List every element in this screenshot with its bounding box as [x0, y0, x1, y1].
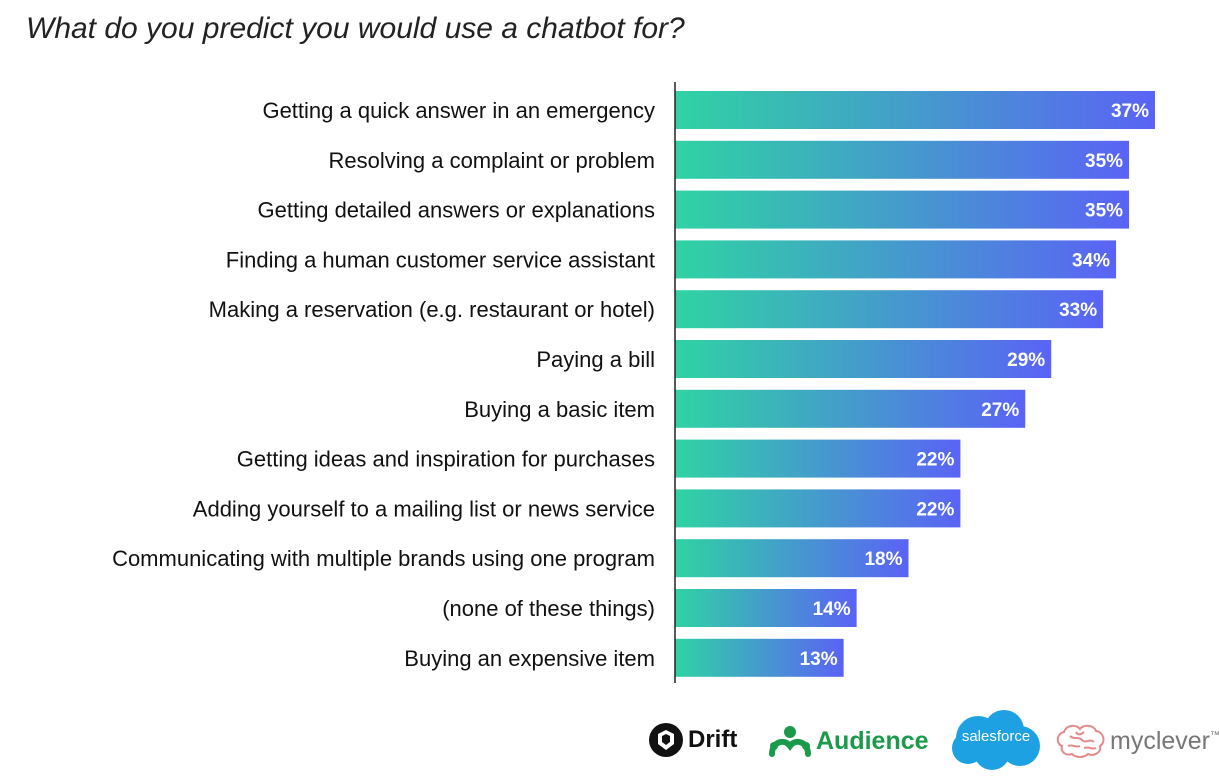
value-label: 22% — [916, 499, 954, 520]
category-label: Finding a human customer service assista… — [226, 247, 655, 272]
bar — [675, 340, 1052, 378]
chart-title: What do you predict you would use a chat… — [26, 12, 685, 45]
value-label: 13% — [800, 649, 838, 670]
value-label: 35% — [1085, 201, 1123, 222]
sponsor-logos: Drift Audience salesforce — [646, 708, 1219, 776]
value-label: 35% — [1085, 151, 1123, 172]
category-label: Getting detailed answers or explanations — [258, 198, 655, 223]
bar — [675, 140, 1130, 179]
value-label: 22% — [916, 450, 954, 471]
bar — [675, 389, 1026, 428]
drift-wordmark: Drift — [688, 726, 738, 753]
category-label: Getting a quick answer in an emergency — [262, 98, 655, 123]
value-label: 27% — [981, 400, 1019, 421]
category-label: Paying a bill — [536, 347, 655, 372]
bar — [675, 539, 909, 578]
category-label: Buying an expensive item — [404, 646, 655, 671]
salesforce-cloud-icon — [952, 710, 1040, 770]
value-label: 18% — [864, 549, 902, 570]
brain-icon — [1056, 724, 1105, 758]
audience-wordmark: Audience — [816, 726, 929, 755]
bar — [675, 638, 844, 677]
category-label: Adding yourself to a mailing list or new… — [193, 496, 655, 521]
value-label: 33% — [1059, 300, 1097, 321]
value-label: 29% — [1007, 350, 1045, 371]
audience-icon — [769, 726, 811, 757]
drift-logo: Drift — [648, 722, 737, 758]
bar — [675, 91, 1155, 129]
audience-logo: Audience — [766, 724, 929, 758]
bar — [675, 290, 1104, 329]
category-label: Resolving a complaint or problem — [329, 148, 656, 173]
myclever-logo: myclever ™ — [1054, 722, 1219, 760]
value-label: 37% — [1111, 101, 1149, 122]
bar — [675, 589, 857, 627]
myclever-trademark: ™ — [1210, 729, 1219, 741]
category-label: Buying a basic item — [464, 397, 655, 422]
bar — [675, 190, 1130, 229]
category-label: Communicating with multiple brands using… — [112, 546, 655, 571]
bar — [675, 240, 1117, 279]
category-label: (none of these things) — [442, 596, 655, 621]
bar-chart: Getting a quick answer in an emergency 37… — [112, 82, 1155, 683]
category-label: Getting ideas and inspiration for purcha… — [237, 447, 655, 472]
bar — [675, 439, 961, 478]
category-label: Making a reservation (e.g. restaurant or… — [209, 297, 655, 322]
value-label: 14% — [813, 599, 851, 620]
myclever-wordmark: myclever — [1110, 726, 1211, 755]
value-label: 34% — [1072, 250, 1110, 271]
salesforce-logo: salesforce — [948, 708, 1044, 772]
drift-icon — [649, 723, 683, 757]
bar — [675, 489, 961, 528]
salesforce-wordmark: salesforce — [961, 728, 1031, 745]
